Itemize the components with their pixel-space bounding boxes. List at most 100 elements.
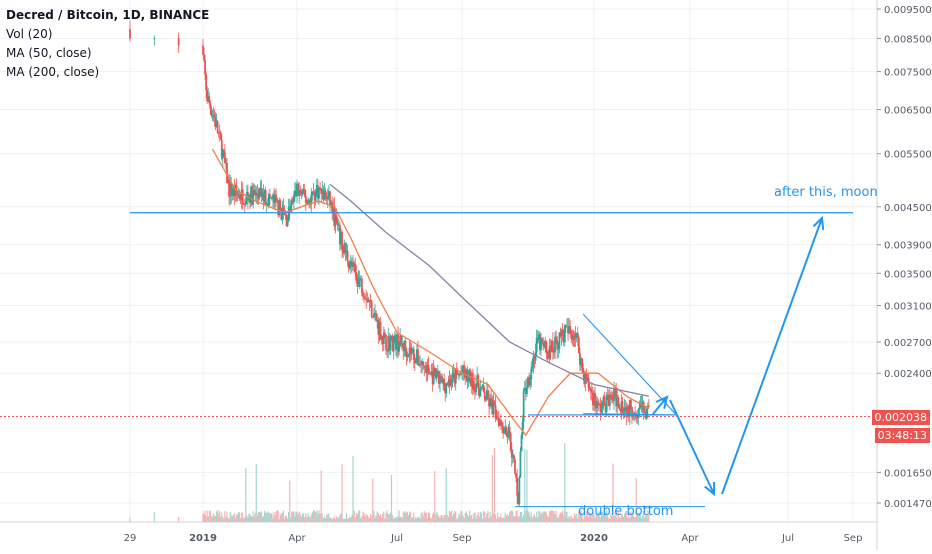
candle-body: [211, 115, 214, 116]
candle-body: [209, 103, 212, 109]
symbol-title[interactable]: Decred / Bitcoin, 1D, BINANCE: [6, 8, 210, 22]
volume-bar: [599, 517, 601, 522]
candle-body: [271, 197, 273, 199]
candle-body: [281, 207, 284, 220]
candle-body: [483, 391, 486, 400]
candle-body: [559, 332, 562, 337]
candle-body: [540, 338, 542, 351]
moon-arrow[interactable]: [721, 217, 823, 495]
candle-body: [520, 434, 523, 452]
volume-bar: [458, 513, 460, 522]
volume-bar: [542, 511, 544, 522]
volume-bar: [412, 517, 414, 522]
volume-bar: [560, 512, 563, 522]
candle-body: [609, 394, 612, 396]
candle-body: [237, 194, 240, 196]
volume-bar: [464, 512, 466, 522]
volume-bar: [481, 518, 484, 522]
candle-body: [580, 358, 582, 366]
volume-bar: [494, 514, 497, 522]
candle-body: [268, 194, 271, 199]
indicator-volume[interactable]: Vol (20): [6, 27, 53, 41]
volume-bar: [276, 510, 278, 522]
volume-bar: [619, 517, 621, 522]
candle-body: [238, 194, 241, 200]
volume-bar: [261, 517, 264, 522]
candle-body: [494, 404, 497, 418]
volume-bar: [532, 515, 535, 522]
candle-body: [442, 379, 445, 383]
candle-body: [508, 427, 511, 434]
volume-bar: [327, 514, 329, 522]
candle-body: [393, 335, 396, 340]
volume-bar: [244, 517, 246, 522]
candle-body: [464, 373, 467, 378]
volume-bar: [499, 516, 501, 522]
ma50-line[interactable]: [211, 148, 650, 437]
volume-bar: [476, 514, 478, 522]
candle-body: [532, 356, 535, 367]
candle-body: [506, 435, 509, 438]
volume-bar: [640, 518, 643, 522]
candle-body: [546, 351, 549, 355]
volume-bar: [549, 510, 551, 522]
candle-body: [345, 250, 348, 254]
candle-body: [633, 413, 635, 415]
candle-body: [618, 404, 621, 409]
volume-bar: [414, 518, 416, 522]
volume-bar: [298, 511, 300, 522]
candle-body: [296, 183, 298, 196]
volume-bar: [246, 515, 248, 522]
volume-bar: [575, 515, 577, 522]
volume-bar: [513, 516, 515, 522]
ma200-line[interactable]: [329, 183, 650, 397]
volume-bar: [491, 455, 493, 522]
volume-bar: [415, 516, 417, 522]
volume-bar: [285, 515, 288, 522]
volume-bar: [366, 515, 368, 522]
candle-body: [233, 187, 236, 197]
volume-bar: [311, 512, 313, 522]
volume-bar: [445, 467, 447, 522]
volume-bar: [568, 516, 570, 522]
candle-body: [621, 401, 624, 413]
candle-body: [534, 352, 537, 361]
candle-body: [307, 200, 309, 204]
volume-bar: [591, 515, 593, 522]
moon-annotation[interactable]: after this, moon: [774, 185, 878, 200]
indicator-ma200[interactable]: MA (200, close): [6, 65, 100, 79]
time-axis-label: 29: [124, 533, 137, 544]
volume-bar: [364, 516, 366, 522]
double-bottom-annotation[interactable]: double bottom: [578, 504, 673, 519]
volume-bar: [527, 510, 529, 522]
candle-body: [267, 194, 270, 206]
volume-bar: [283, 518, 286, 522]
candle-body: [513, 455, 515, 460]
candle-body: [542, 342, 545, 344]
volume-bar: [275, 511, 277, 522]
candle-body: [469, 370, 472, 386]
candle-body: [303, 189, 306, 196]
small-up-arrow[interactable]: [652, 396, 668, 415]
volume-bar: [578, 511, 580, 522]
candle-body: [490, 397, 493, 400]
time-axis-label: 2020: [580, 533, 608, 544]
candle-body: [391, 335, 394, 352]
candle-body: [375, 312, 378, 321]
volume-bar: [226, 512, 228, 522]
candle-body: [221, 150, 224, 159]
candle-body: [509, 433, 512, 451]
volume-bar: [229, 512, 231, 522]
candle-body: [628, 400, 631, 417]
candle-body: [403, 340, 406, 352]
indicator-ma50[interactable]: MA (50, close): [6, 46, 92, 60]
candle-body: [323, 190, 326, 200]
candle-body: [261, 192, 264, 197]
down-arrow[interactable]: [669, 399, 715, 495]
volume-bar: [558, 514, 560, 522]
volume-bar: [449, 512, 452, 522]
volume-bar: [341, 464, 343, 522]
volume-bar: [317, 513, 319, 522]
